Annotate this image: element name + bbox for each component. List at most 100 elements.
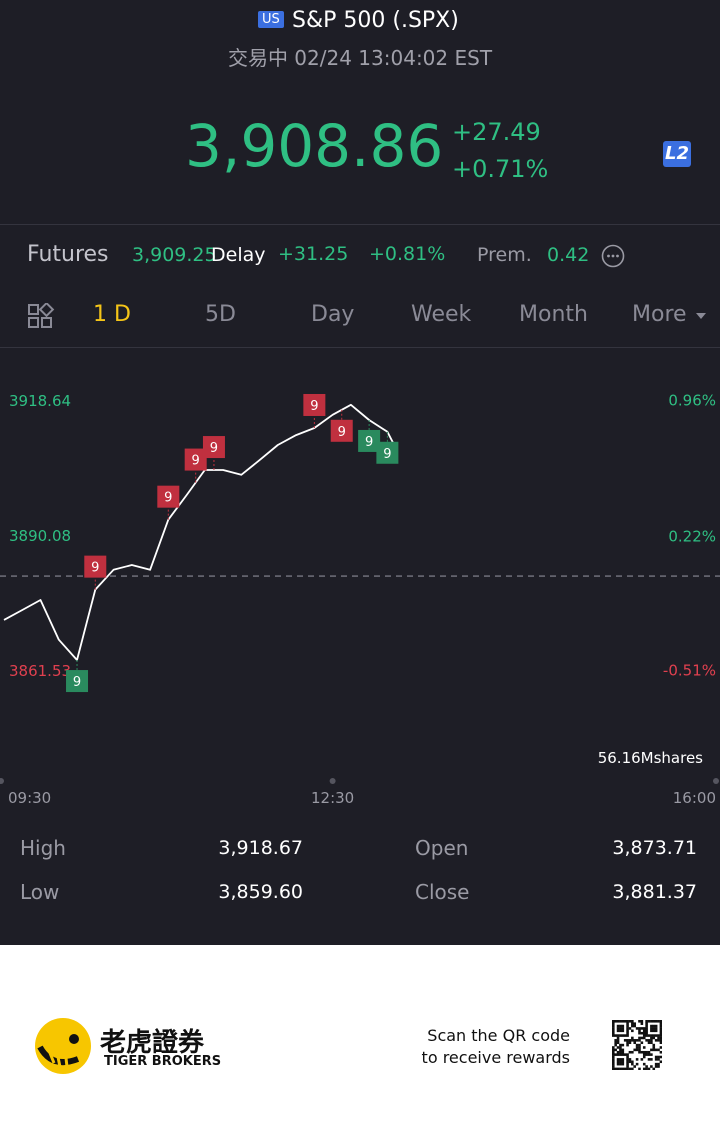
- title: S&P 500 (.SPX): [292, 8, 459, 33]
- tab[interactable]: Week: [411, 302, 472, 327]
- qr-module: [623, 1039, 627, 1042]
- logo: [35, 1018, 91, 1074]
- signal: 9: [66, 660, 89, 693]
- qr-module: [657, 1039, 660, 1042]
- futures-label: Futures: [27, 242, 109, 267]
- qr-module: [621, 1034, 625, 1037]
- qr-module: [623, 1034, 627, 1037]
- qr-module: [616, 1067, 620, 1070]
- qr-module: [645, 1020, 648, 1023]
- qr-module: [650, 1065, 653, 1068]
- qr-module: [626, 1034, 629, 1037]
- qr-module: [659, 1022, 662, 1025]
- qr-module: [650, 1041, 653, 1045]
- qr-module: [659, 1041, 662, 1045]
- tab[interactable]: Day: [311, 302, 355, 327]
- qr-module: [638, 1043, 641, 1047]
- tab[interactable]: More: [632, 302, 687, 327]
- qr-module: [645, 1029, 648, 1033]
- qr-module: [623, 1053, 627, 1056]
- qr-module: [628, 1067, 632, 1070]
- qr-module: [647, 1050, 651, 1054]
- qr-module: [631, 1029, 634, 1033]
- qr-module: [652, 1027, 656, 1030]
- qr-module: [640, 1031, 644, 1035]
- signal: 9: [358, 419, 381, 452]
- qr-module: [616, 1060, 620, 1064]
- change-pct: +0.71%: [452, 155, 549, 183]
- qr-module: [612, 1050, 615, 1054]
- qr-module: [657, 1058, 660, 1061]
- qr-module: [645, 1039, 648, 1042]
- qr-module: [650, 1020, 653, 1023]
- qr-module: [619, 1043, 622, 1047]
- more-icon[interactable]: [600, 243, 626, 269]
- prem-label: Prem.: [477, 244, 532, 266]
- x-tick-label: 09:30: [8, 789, 51, 807]
- qr-module: [654, 1065, 658, 1068]
- tab[interactable]: Month: [519, 302, 588, 327]
- qr-module: [659, 1055, 662, 1059]
- cta: Scan the QR code: [427, 1026, 570, 1045]
- divider: [0, 224, 720, 225]
- brand-en: TIGER BROKERS: [104, 1054, 222, 1069]
- qr-module: [619, 1060, 622, 1064]
- signal-box: [303, 393, 326, 416]
- qr-module: [640, 1050, 644, 1054]
- x-tick: [0, 778, 4, 784]
- qr-module: [650, 1034, 653, 1037]
- x-tick: [713, 778, 719, 784]
- qr-module: [645, 1031, 648, 1035]
- qr-module: [628, 1060, 632, 1064]
- tab[interactable]: 1 D: [93, 302, 131, 327]
- qr-code: [612, 1020, 662, 1070]
- qr-module: [614, 1041, 617, 1045]
- dark-panel: [0, 0, 720, 945]
- qr-module: [657, 1034, 660, 1037]
- qr-module: [635, 1048, 639, 1052]
- futures-delay: Delay: [211, 244, 266, 266]
- qr-module: [631, 1036, 634, 1040]
- qr-module: [652, 1034, 656, 1037]
- qr-module: [612, 1034, 615, 1037]
- qr-module: [626, 1024, 629, 1028]
- level2-badge[interactable]: L2: [663, 141, 691, 167]
- qr-module: [659, 1024, 662, 1028]
- qr-module: [612, 1024, 615, 1028]
- qr-module: [628, 1027, 632, 1030]
- tab[interactable]: 5D: [205, 302, 236, 327]
- volume-label: 56.16Mshares: [598, 749, 703, 767]
- qr-module: [614, 1039, 617, 1042]
- qr-module: [616, 1039, 620, 1042]
- qr-module: [645, 1067, 648, 1070]
- qr-module: [619, 1034, 622, 1037]
- qr-module: [612, 1031, 615, 1035]
- signal-label: 9: [338, 425, 346, 440]
- qr-module: [614, 1043, 617, 1047]
- stat-value: 3,859.60: [218, 881, 303, 903]
- futures-change-pct: +0.81%: [369, 243, 446, 265]
- qr-module: [654, 1062, 658, 1066]
- qr-module: [642, 1031, 646, 1035]
- y-tick-label: 3890.08: [9, 527, 71, 545]
- market-badge: US: [258, 11, 284, 28]
- qr-module: [638, 1036, 641, 1040]
- qr-module: [626, 1062, 629, 1066]
- qr-module: [626, 1027, 629, 1030]
- qr-module: [659, 1036, 662, 1040]
- qr-module: [654, 1039, 658, 1042]
- cta: to receive rewards: [421, 1048, 570, 1067]
- signal: 9: [330, 409, 353, 442]
- qr-module: [638, 1027, 641, 1030]
- signal: 9: [376, 431, 399, 464]
- qr-module: [642, 1062, 646, 1066]
- qr-module: [638, 1039, 641, 1042]
- x-tick-label: 12:30: [311, 789, 354, 807]
- grid-icon[interactable]: [27, 303, 55, 331]
- signal-box: [202, 436, 225, 459]
- qr-module: [640, 1036, 644, 1040]
- qr-module: [619, 1067, 622, 1070]
- qr-module: [619, 1050, 622, 1054]
- qr-module: [650, 1029, 653, 1033]
